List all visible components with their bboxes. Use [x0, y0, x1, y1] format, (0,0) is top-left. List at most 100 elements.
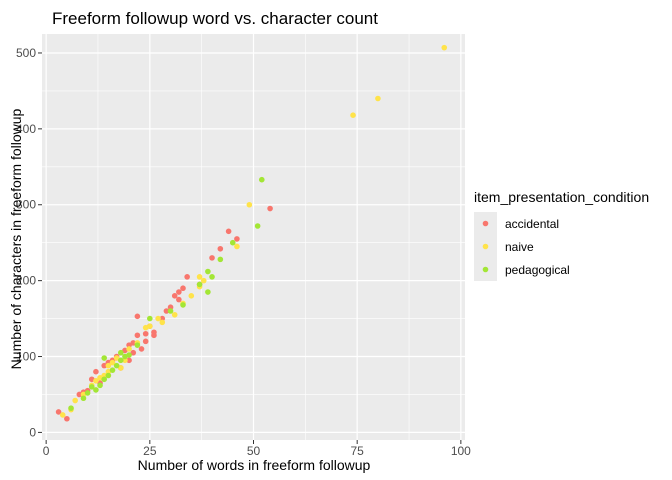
legend-key-accidental	[482, 220, 489, 227]
series-naive	[59, 44, 448, 418]
x-tick-label: 0	[43, 444, 50, 458]
data-point	[101, 355, 108, 361]
data-point	[188, 293, 195, 299]
data-point	[196, 281, 203, 288]
data-point	[209, 274, 215, 280]
legend-label: pedagogical	[505, 263, 570, 277]
data-point	[88, 384, 95, 390]
data-point	[80, 395, 87, 402]
data-point	[55, 409, 62, 415]
data-point	[180, 285, 186, 292]
legend-label: accidental	[505, 217, 559, 231]
x-axis: 0 25 50 75 100	[43, 440, 471, 458]
data-point	[217, 256, 224, 263]
data-point	[117, 349, 124, 356]
data-point	[109, 359, 116, 366]
y-axis: 0 100 200 300 400 500	[16, 46, 42, 439]
data-point	[72, 397, 78, 404]
data-point	[163, 308, 170, 314]
data-point	[246, 201, 253, 208]
data-point	[134, 332, 141, 339]
data-point	[217, 245, 224, 252]
chart-title: Freeform followup word vs. character cou…	[52, 9, 378, 28]
data-point	[209, 255, 215, 261]
data-point	[147, 323, 153, 329]
data-point	[142, 338, 149, 345]
series-accidental	[55, 205, 273, 422]
data-point	[93, 387, 99, 393]
data-point	[350, 112, 356, 118]
data-point	[184, 274, 190, 280]
data-point	[225, 228, 232, 235]
x-tick-label: 25	[143, 444, 157, 458]
data-point	[101, 362, 108, 369]
legend-key-pedagogical	[482, 266, 489, 273]
data-point	[117, 357, 124, 364]
data-point	[254, 223, 261, 229]
data-point	[134, 342, 141, 348]
data-point	[176, 289, 182, 295]
legend-label: naive	[505, 240, 534, 254]
data-point	[84, 390, 91, 396]
legend-title: item_presentation_condition	[474, 189, 649, 205]
x-tick-label: 100	[451, 444, 471, 458]
legend-key-naive	[482, 243, 489, 250]
data-point	[126, 357, 132, 364]
data-point	[113, 362, 120, 369]
data-point	[93, 368, 99, 375]
data-point	[130, 340, 137, 346]
y-tick-label: 500	[16, 46, 36, 60]
data-point	[126, 346, 132, 352]
y-tick-label: 0	[29, 425, 36, 439]
x-tick-label: 75	[350, 444, 364, 458]
data-point	[97, 382, 103, 389]
data-point	[234, 236, 240, 242]
data-point	[375, 95, 381, 102]
data-point	[134, 313, 141, 320]
data-point	[167, 308, 174, 314]
y-tick-label: 200	[16, 274, 36, 288]
data-point	[205, 268, 211, 275]
data-point	[171, 311, 178, 318]
data-point	[76, 391, 83, 398]
y-axis-title: Number of characters in freeform followu…	[8, 108, 24, 369]
data-point	[142, 330, 149, 337]
data-point	[147, 315, 153, 322]
data-point	[234, 243, 240, 250]
data-point	[196, 274, 203, 280]
data-point	[126, 352, 132, 358]
data-point	[105, 372, 112, 379]
data-point	[171, 293, 178, 299]
data-point	[155, 315, 161, 322]
data-point	[68, 405, 74, 411]
data-point	[267, 205, 273, 212]
data-point	[200, 277, 207, 284]
data-point	[109, 367, 116, 373]
data-point	[117, 365, 124, 371]
y-tick-label: 400	[16, 122, 36, 136]
data-point	[138, 346, 145, 352]
data-point	[176, 296, 182, 303]
data-point	[64, 415, 70, 422]
legend: item_presentation_condition accidental na…	[474, 189, 649, 281]
data-point	[105, 362, 112, 369]
series-pedagogical	[68, 176, 265, 411]
data-points	[55, 44, 448, 422]
data-point	[258, 176, 265, 183]
data-point	[159, 319, 166, 326]
data-point	[130, 349, 137, 356]
data-point	[205, 289, 211, 295]
data-point	[59, 412, 66, 418]
y-tick-label: 300	[16, 198, 36, 212]
data-point	[229, 239, 236, 246]
data-point	[441, 44, 448, 51]
y-tick-label: 100	[16, 350, 36, 364]
data-point	[113, 355, 120, 361]
data-point	[101, 376, 108, 383]
data-point	[93, 378, 99, 384]
x-axis-title: Number of words in freeform followup	[138, 457, 371, 473]
data-point	[151, 332, 157, 339]
data-point	[180, 302, 186, 308]
x-tick-label: 50	[247, 444, 261, 458]
